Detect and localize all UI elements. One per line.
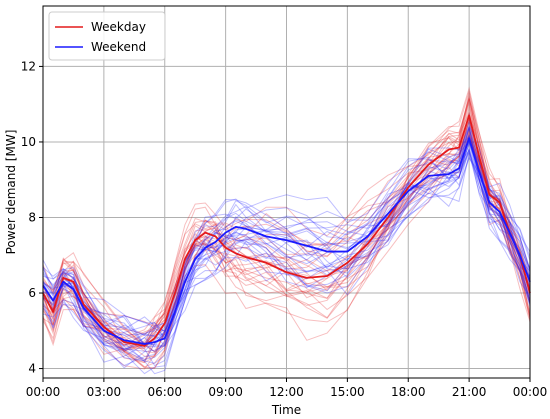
day-trace-line <box>42 133 531 369</box>
y-axis-ticks: 4 6 8 10 12 <box>21 59 43 376</box>
y-tick-label: 8 <box>28 210 36 224</box>
y-tick-label: 12 <box>21 59 36 73</box>
legend: Weekday Weekend <box>48 11 166 61</box>
y-tick-label: 10 <box>21 135 36 149</box>
day-trace-line <box>42 106 531 328</box>
day-trace-line <box>42 119 531 345</box>
day-trace-line <box>42 147 531 369</box>
x-tick-label: 18:00 <box>391 385 426 399</box>
day-trace-line <box>42 96 531 348</box>
background-lines <box>42 86 531 375</box>
day-trace-line <box>42 149 531 347</box>
day-trace-line <box>42 86 531 348</box>
x-tick-label: 21:00 <box>452 385 487 399</box>
x-tick-label: 12:00 <box>269 385 304 399</box>
series-layer <box>42 114 531 347</box>
day-trace-line <box>42 95 531 346</box>
x-axis-ticks: 00:00 03:00 06:00 09:00 12:00 15:00 18:00 21:00… <box>26 378 548 399</box>
day-trace-line <box>42 127 531 357</box>
day-trace-line <box>42 120 531 364</box>
legend-label-weekend: Weekend <box>91 40 146 54</box>
series-line-weekend <box>42 137 531 345</box>
day-trace-line <box>42 125 531 334</box>
day-trace-line <box>42 126 531 351</box>
day-trace-line <box>42 92 531 341</box>
day-trace-line <box>42 126 531 355</box>
day-trace-line <box>42 133 531 354</box>
x-tick-label: 15:00 <box>330 385 365 399</box>
day-trace-line <box>42 142 531 347</box>
y-tick-label: 6 <box>28 286 36 300</box>
day-trace-line <box>42 127 531 347</box>
day-trace-line <box>42 124 531 346</box>
day-trace-line <box>42 103 531 362</box>
grid-layer <box>42 6 531 378</box>
day-trace-line <box>42 130 531 353</box>
y-axis-title: Power demand [MW] <box>4 130 18 255</box>
day-trace-line <box>42 157 531 364</box>
day-trace-line <box>42 99 531 353</box>
y-tick-label: 4 <box>28 362 36 376</box>
legend-box <box>48 11 166 61</box>
day-trace-line <box>42 130 531 369</box>
x-tick-label: 00:00 <box>26 385 61 399</box>
x-tick-label: 03:00 <box>87 385 122 399</box>
legend-label-weekday: Weekday <box>91 20 146 34</box>
day-trace-line <box>42 98 531 352</box>
day-trace-line <box>42 125 531 339</box>
day-trace-line <box>42 155 531 375</box>
x-tick-label: 06:00 <box>147 385 182 399</box>
x-axis-title: Time <box>271 403 301 417</box>
x-tick-label: 00:00 <box>513 385 548 399</box>
day-trace-line <box>42 150 531 363</box>
day-trace-line <box>42 97 531 348</box>
day-trace-line <box>42 153 531 375</box>
x-tick-label: 09:00 <box>208 385 243 399</box>
day-trace-line <box>42 90 531 339</box>
day-trace-line <box>42 121 531 370</box>
day-trace-line <box>42 118 531 335</box>
day-trace-line <box>42 151 531 367</box>
day-trace-line <box>42 101 531 346</box>
day-trace-line <box>42 140 531 347</box>
day-trace-line <box>42 147 531 367</box>
